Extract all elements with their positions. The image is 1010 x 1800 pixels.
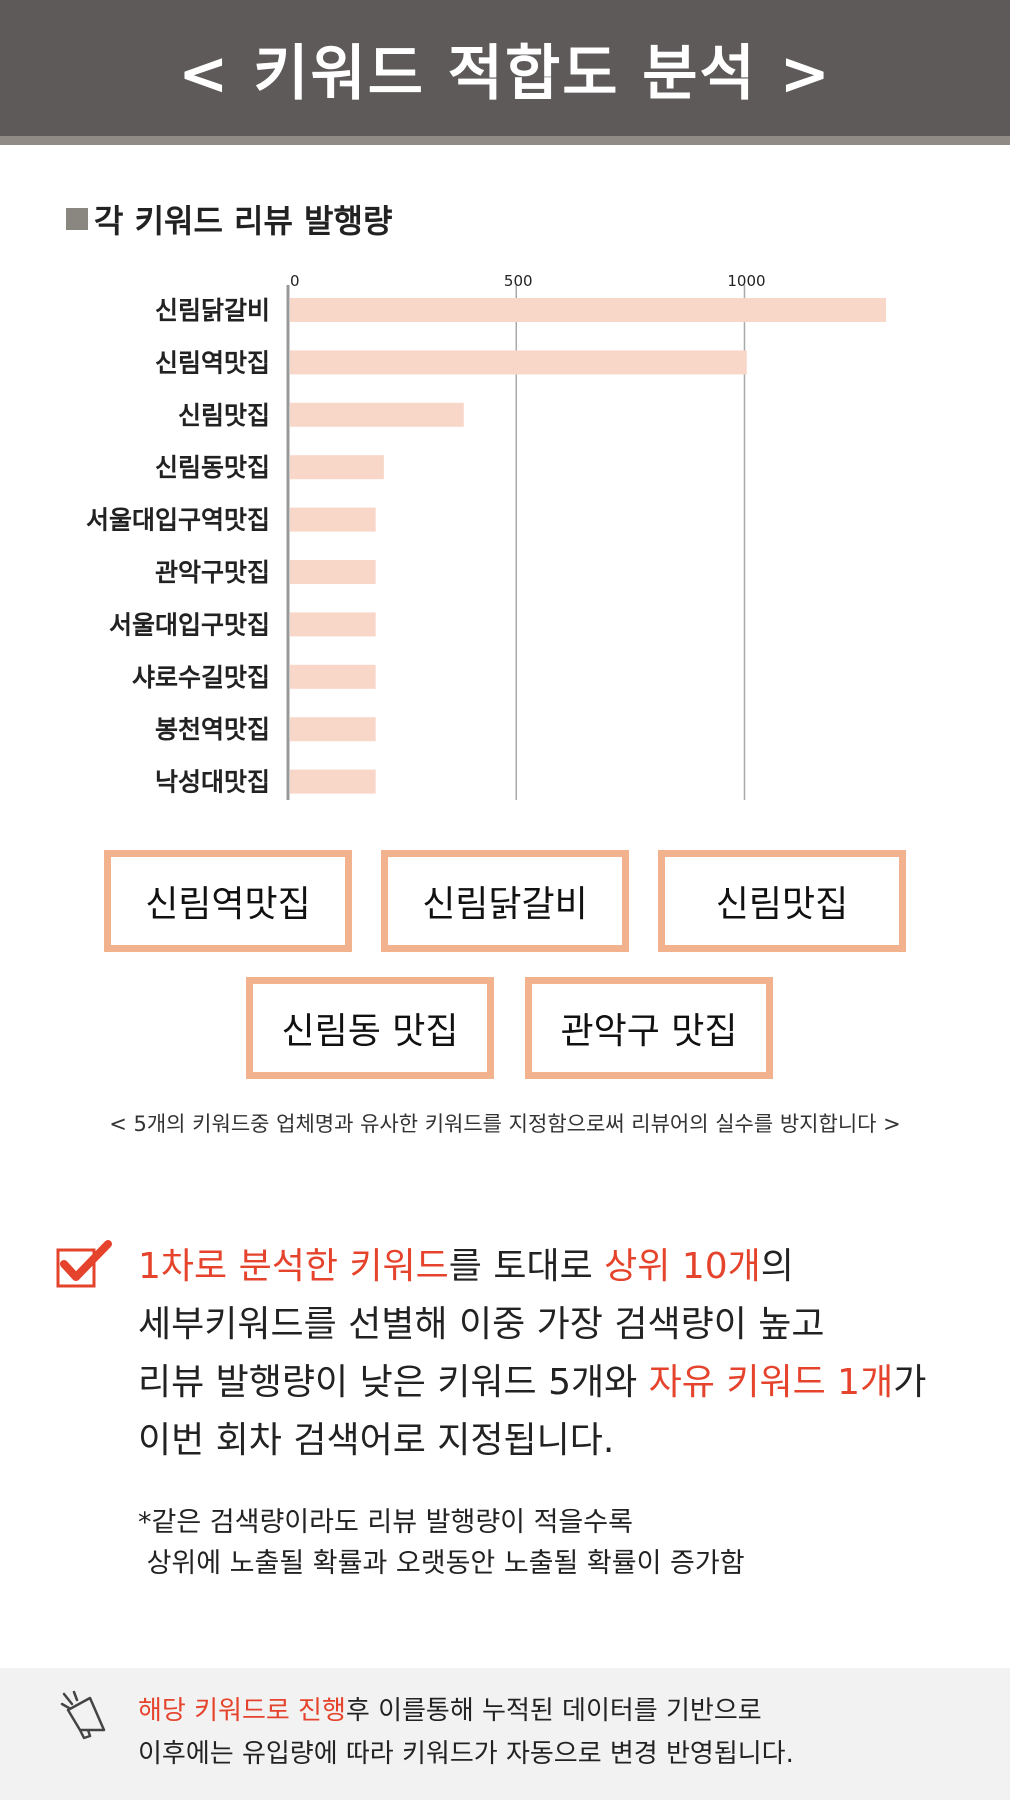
keyword-label: 관악구 맛집 <box>560 1011 738 1052</box>
bottom-line-1: 해당 키워드로 진행후 이를통해 누적된 데이터를 기반으로 <box>138 1690 794 1733</box>
main-line-2: 세부키워드를 선별해 이중 가장 검색량이 높고 <box>138 1304 825 1345</box>
bar <box>290 769 376 794</box>
highlight-text: 해당 키워드로 진행 <box>138 1696 346 1726</box>
section-title: 각 키워드 리뷰 발행량 <box>66 196 392 242</box>
category-label: 낙성대맛집 <box>155 768 270 797</box>
main-description: 1차로 분석한 키워드를 토대로 상위 10개의 세부키워드를 선별해 이중 가… <box>138 1238 926 1470</box>
keyword-box: 신림닭갈비 <box>381 850 629 952</box>
category-label: 서울대입구맛집 <box>109 610 270 639</box>
category-label: 신림닭갈비 <box>155 296 270 325</box>
check-icon <box>56 1240 112 1288</box>
bottom-text: 해당 키워드로 진행후 이를통해 누적된 데이터를 기반으로 이후에는 유입량에… <box>138 1690 794 1776</box>
header: < 키워드 적합도 분석 > <box>0 0 1010 145</box>
main-text: 가 <box>893 1362 927 1403</box>
main-text: 리뷰 발행량이 낮은 키워드 5개와 <box>138 1362 649 1403</box>
review-count-chart: 0 500 1000 신림닭갈비신림역맛집신림맛집신림동맛집서울대입구역맛집관악구맛집… <box>86 272 886 800</box>
bar <box>290 402 464 427</box>
x-tick-label: 1000 <box>727 272 765 290</box>
category-label: 서울대입구역맛집 <box>86 506 270 535</box>
megaphone-icon <box>60 1690 106 1740</box>
keyword-label: 신림닭갈비 <box>422 884 588 925</box>
category-label: 관악구맛집 <box>155 558 270 587</box>
bar <box>290 560 376 584</box>
category-label: 신림동맛집 <box>155 453 270 482</box>
keyword-label: 신림동 맛집 <box>281 1011 459 1052</box>
keyword-label: 신림맛집 <box>715 884 849 925</box>
bar <box>290 455 384 480</box>
keyword-box: 신림동 맛집 <box>246 977 494 1079</box>
highlight-text: 자유 키워드 1개 <box>648 1362 894 1403</box>
main-text: 를 토대로 <box>448 1246 605 1287</box>
section-title-text: 각 키워드 리뷰 발행량 <box>94 202 393 240</box>
square-bullet-icon <box>66 208 88 230</box>
footnote: *같은 검색량이라도 리뷰 발행량이 적을수록 상위에 노출될 확률과 오랫동안… <box>138 1502 745 1584</box>
bottom-text-segment: 후 이를통해 누적된 데이터를 기반으로 <box>345 1696 762 1726</box>
keyword-label: 신림역맛집 <box>145 884 311 925</box>
keyword-box: 관악구 맛집 <box>525 977 773 1079</box>
bottom-line-2: 이후에는 유입량에 따라 키워드가 자동으로 변경 반영됩니다. <box>138 1739 794 1769</box>
bar <box>290 717 376 742</box>
category-label: 신림역맛집 <box>155 348 270 377</box>
bar <box>290 350 747 375</box>
x-tick-label: 0 <box>290 272 300 290</box>
main-line-3: 리뷰 발행량이 낮은 키워드 5개와 자유 키워드 1개가 <box>138 1354 926 1412</box>
bar <box>290 507 376 532</box>
bar <box>290 664 376 689</box>
bar <box>290 612 376 637</box>
category-label: 샤로수길맛집 <box>132 663 270 692</box>
keyword-box: 신림맛집 <box>658 850 906 952</box>
bottom-info-bar: 해당 키워드로 진행후 이를통해 누적된 데이터를 기반으로 이후에는 유입량에… <box>0 1668 1010 1800</box>
highlight-text: 상위 10개 <box>604 1246 761 1287</box>
footnote-line-1: *같은 검색량이라도 리뷰 발행량이 적을수록 <box>138 1507 633 1538</box>
bar <box>290 298 886 322</box>
main-line-4: 이번 회차 검색어로 지정됩니다. <box>138 1420 615 1461</box>
category-label: 신림맛집 <box>178 401 270 430</box>
main-text: 의 <box>760 1246 794 1287</box>
note-text: < 5개의 키워드중 업체명과 유사한 키워드를 지정함으로써 리뷰어의 실수를… <box>109 1112 901 1136</box>
highlight-text: 1차로 분석한 키워드 <box>138 1246 449 1287</box>
keyword-box: 신림역맛집 <box>104 850 352 952</box>
x-tick-label: 500 <box>504 272 533 290</box>
category-label: 봉천역맛집 <box>155 715 270 744</box>
main-line-1: 1차로 분석한 키워드를 토대로 상위 10개의 <box>138 1238 926 1296</box>
page-title: < 키워드 적합도 분석 > <box>178 38 832 109</box>
footnote-line-2: 상위에 노출될 확률과 오랫동안 노출될 확률이 증가함 <box>138 1548 745 1579</box>
